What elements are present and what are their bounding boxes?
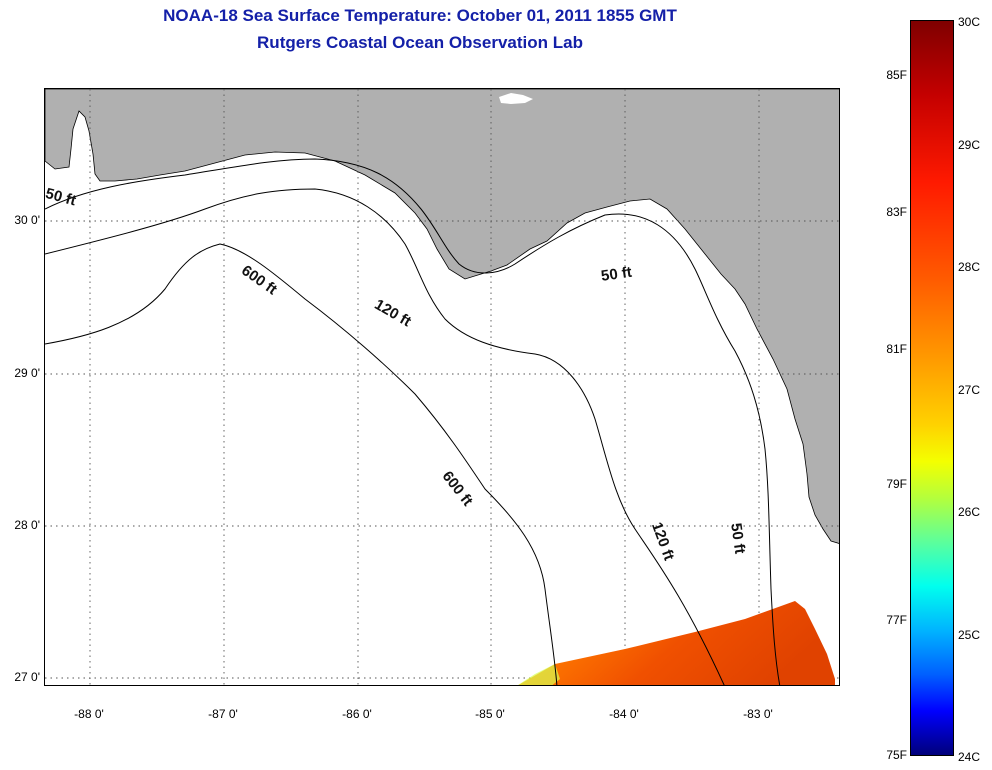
colorbar-f-label: 79F [886,477,907,491]
lon-tick-label: -83 0' [743,707,773,721]
lon-tick-label: -85 0' [475,707,505,721]
colorbar-c-label: 29C [958,138,981,152]
map-subtitle: Rutgers Coastal Ocean Observation Lab [257,33,583,52]
land-mass [45,89,839,544]
colorbar-c-label: 25C [958,628,981,642]
colorbar-c-label: 26C [958,505,981,519]
lat-tick-label: 28 0' [14,518,40,532]
map-grid [45,89,839,685]
bathymetry-contours [45,158,781,685]
colorbar-f-label: 75F [886,748,907,762]
colorbar-f-label: 77F [886,613,907,627]
sst-swath-fringe [518,664,560,685]
lon-tick-label: -88 0' [74,707,104,721]
lat-tick-label: 29 0' [14,366,40,380]
colorbar-c-label: 24C [958,750,981,764]
lat-tick-label: 30 0' [14,213,40,227]
colorbar-f-label: 81F [886,342,907,356]
lat-tick-label: 27 0' [14,670,40,684]
map-title: NOAA-18 Sea Surface Temperature: October… [163,6,677,25]
colorbar-c-label: 30C [958,15,981,29]
colorbar-f-label: 83F [886,205,907,219]
sst-map [44,88,840,686]
colorbar-c-label: 28C [958,260,981,274]
lon-tick-label: -86 0' [342,707,372,721]
colorbar-f-label: 85F [886,68,907,82]
lon-tick-label: -84 0' [609,707,639,721]
inland-lake [499,93,533,104]
lon-tick-label: -87 0' [208,707,238,721]
colorbar-c-label: 27C [958,383,981,397]
temperature-colorbar [910,20,954,756]
map-canvas [45,89,839,685]
sst-swath [518,601,835,685]
